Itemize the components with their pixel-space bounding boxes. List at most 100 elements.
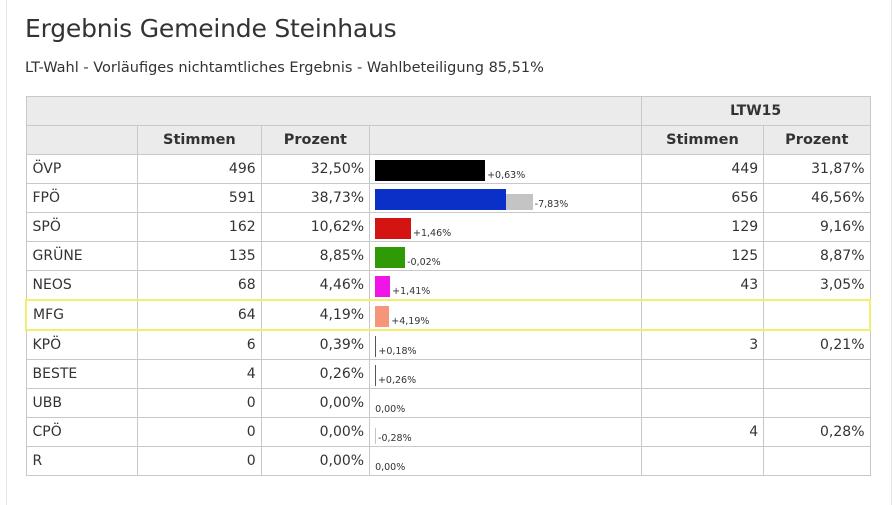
percent-prev-cell: [763, 359, 871, 389]
results-table: LTW15 Stimmen Prozent Stimmen Prozent ÖV…: [25, 96, 872, 476]
party-name: BESTE: [25, 359, 139, 389]
bar-previous-cpö: [375, 428, 377, 444]
bar-beste: [375, 365, 377, 386]
percent-prev-cell: [763, 446, 871, 476]
diff-label: +4,19%: [391, 316, 430, 327]
votes-prev-cell: [640, 299, 765, 331]
party-name: CPÖ: [25, 417, 139, 447]
bar-group: 0,00%: [375, 392, 605, 416]
votes-cell: 0: [137, 417, 262, 447]
table-row: FPÖ 591 38,73% -7,83% 656 46,56%: [25, 183, 871, 213]
bar-group: +4,19%: [375, 304, 605, 328]
bar-cell: +1,46%: [369, 212, 642, 242]
table-row: KPÖ 6 0,39% +0,18% 3 0,21%: [25, 329, 871, 360]
bar-cell: +4,19%: [369, 299, 642, 331]
percent-cell: 38,73%: [260, 183, 371, 213]
header-row-columns: Stimmen Prozent Stimmen Prozent: [25, 125, 871, 155]
percent-cell: 0,39%: [260, 329, 371, 360]
percent-cell: 8,85%: [260, 241, 371, 271]
votes-cell: 591: [137, 183, 262, 213]
diff-label: +1,41%: [392, 286, 431, 297]
diff-label: +1,46%: [413, 228, 452, 239]
percent-prev-cell: 31,87%: [763, 154, 871, 184]
votes-prev-cell: 3: [640, 329, 765, 360]
bar-cell: +0,63%: [369, 154, 642, 184]
diff-label: -7,83%: [534, 199, 569, 210]
diff-label: 0,00%: [375, 462, 406, 473]
header-party: [25, 125, 139, 155]
bar-cell: -0,28%: [369, 417, 642, 447]
bar-group: +1,46%: [375, 216, 605, 240]
diff-label: +0,26%: [377, 375, 417, 386]
table-row: MFG 64 4,19% +4,19%: [25, 299, 872, 331]
bar-cell: +0,18%: [369, 329, 642, 360]
party-name: KPÖ: [25, 329, 139, 360]
votes-cell: 162: [137, 212, 262, 242]
votes-prev-cell: [640, 359, 765, 389]
bar-group: +0,18%: [375, 334, 605, 358]
page-title: Ergebnis Gemeinde Steinhaus: [25, 14, 397, 43]
bar-cell: +1,41%: [369, 270, 642, 301]
percent-cell: 4,46%: [260, 270, 371, 301]
bar-cell: -0,02%: [369, 241, 642, 271]
header-group-ltw15: LTW15: [640, 96, 871, 126]
votes-prev-cell: [640, 388, 765, 418]
table-row: SPÖ 162 10,62% +1,46% 129 9,16%: [25, 212, 871, 242]
percent-prev-cell: 3,05%: [763, 270, 871, 301]
votes-cell: 4: [137, 359, 262, 389]
party-name: UBB: [25, 388, 139, 418]
percent-prev-cell: 9,16%: [763, 212, 871, 242]
bar-group: +0,63%: [375, 158, 605, 182]
bar-spö: [375, 218, 412, 239]
bar-cell: -7,83%: [369, 183, 642, 213]
bar-cell: 0,00%: [369, 388, 642, 418]
percent-prev-cell: 8,87%: [763, 241, 871, 271]
header-prozent: Prozent: [260, 125, 371, 155]
bar-group: +0,26%: [375, 363, 605, 387]
percent-cell: 32,50%: [260, 154, 371, 184]
party-name: SPÖ: [25, 212, 139, 242]
votes-prev-cell: 656: [640, 183, 765, 213]
bar-övp: [375, 160, 486, 181]
percent-cell: 0,00%: [260, 388, 371, 418]
votes-cell: 68: [137, 270, 262, 301]
party-name: NEOS: [25, 270, 139, 301]
percent-prev-cell: 0,21%: [763, 329, 871, 360]
votes-prev-cell: [640, 446, 765, 476]
table-row: UBB 0 0,00% 0,00%: [25, 388, 871, 418]
percent-cell: 0,00%: [260, 417, 371, 447]
table-row: R 0 0,00% 0,00%: [25, 446, 871, 476]
votes-prev-cell: 4: [640, 417, 765, 447]
bar-group: -7,83%: [375, 187, 605, 211]
table-row: CPÖ 0 0,00% -0,28% 4 0,28%: [25, 417, 871, 447]
bar-group: -0,02%: [375, 245, 605, 269]
table-row: BESTE 4 0,26% +0,26%: [25, 359, 871, 389]
bar-grüne: [375, 247, 406, 268]
header-group-current: [25, 96, 642, 126]
percent-cell: 0,00%: [260, 446, 371, 476]
party-name: FPÖ: [25, 183, 139, 213]
percent-prev-cell: 46,56%: [763, 183, 871, 213]
header-stimmen: Stimmen: [137, 125, 262, 155]
votes-cell: 0: [137, 446, 262, 476]
bar-kpö: [375, 336, 377, 357]
party-name: ÖVP: [25, 154, 139, 184]
votes-cell: 0: [137, 388, 262, 418]
bar-cell: +0,26%: [369, 359, 642, 389]
table-row: NEOS 68 4,46% +1,41% 43 3,05%: [25, 270, 871, 301]
table-row: ÖVP 496 32,50% +0,63% 449 31,87%: [25, 154, 871, 184]
diff-label: 0,00%: [375, 404, 406, 415]
votes-cell: 496: [137, 154, 262, 184]
votes-prev-cell: 129: [640, 212, 765, 242]
votes-cell: 64: [137, 299, 262, 331]
page-subtitle: LT-Wahl - Vorläufiges nichtamtliches Erg…: [25, 60, 544, 76]
party-name: GRÜNE: [25, 241, 139, 271]
diff-label: +0,18%: [378, 346, 417, 357]
header-row-group: LTW15: [25, 96, 871, 126]
bar-group: -0,28%: [375, 421, 605, 445]
percent-prev-cell: 0,28%: [763, 417, 871, 447]
percent-cell: 0,26%: [260, 359, 371, 389]
bar-group: +1,41%: [375, 274, 605, 298]
percent-prev-cell: [763, 388, 871, 418]
bar-fpö: [375, 189, 507, 210]
